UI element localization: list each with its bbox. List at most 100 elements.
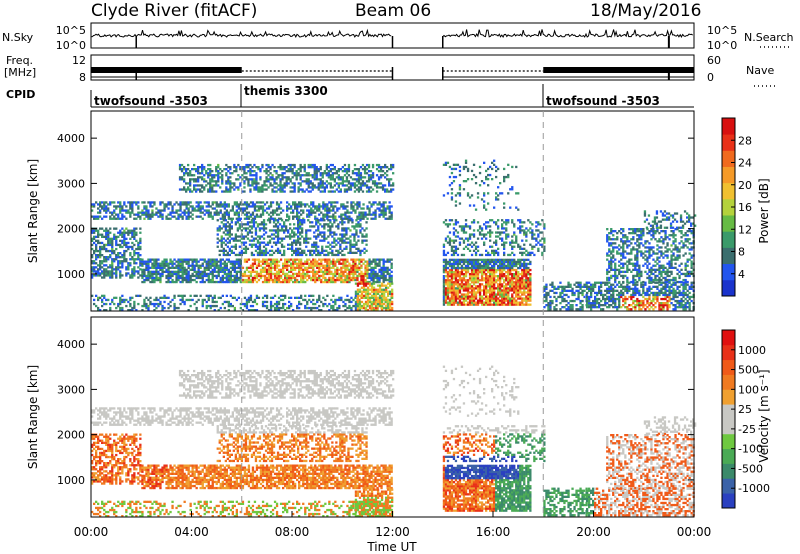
power-cell-3710 [159, 296, 162, 299]
power-cell-135 [147, 215, 150, 218]
power-cell-4090 [364, 309, 368, 312]
power-cell-832 [207, 168, 210, 171]
power-cell-2718 [336, 278, 339, 282]
power-cell-3743 [183, 300, 186, 304]
power-cell-3317 [297, 239, 300, 242]
power-cell-2047 [183, 266, 186, 269]
power-cell-1886 [147, 258, 150, 261]
power-cell-2133 [203, 268, 206, 271]
power-cell-131 [145, 209, 148, 212]
power-cell-3280 [289, 237, 292, 240]
power-cell-2541 [296, 264, 299, 267]
power-cell-1817 [135, 258, 138, 261]
power-cell-2982 [218, 227, 221, 230]
power-cell-3627 [103, 302, 106, 306]
power-cell-115 [139, 217, 142, 220]
power-cell-2565 [302, 280, 305, 284]
power-cell-4340 [452, 273, 456, 276]
power-cell-4396 [458, 285, 462, 288]
power-cell-1618 [105, 229, 108, 232]
power-cell-1622 [107, 270, 110, 273]
power-cell-820 [203, 168, 206, 171]
power-cell-1201 [311, 182, 314, 185]
power-cell-2107 [197, 270, 200, 273]
power-cell-642 [358, 217, 361, 220]
power-cell-132 [145, 207, 148, 210]
power-cell-3721 [167, 302, 170, 306]
power-cell-1298 [335, 172, 338, 175]
power-cell-4573 [476, 275, 480, 278]
power-cell-3125 [252, 253, 256, 257]
power-cell-1768 [127, 241, 130, 245]
power-cell-1076 [279, 186, 282, 189]
power-cell-1767 [127, 245, 130, 249]
power-cell-3066 [238, 251, 241, 254]
power-cell-921 [233, 184, 236, 187]
power-cell-3459 [329, 233, 332, 236]
power-cell-575 [328, 201, 331, 204]
power-cell-2780 [348, 270, 351, 273]
power-cell-680 [372, 201, 375, 204]
power-cell-1258 [325, 174, 328, 177]
power-cell-3896 [290, 302, 293, 306]
power-cell-2288 [237, 270, 240, 273]
power-cell-369 [241, 203, 245, 206]
power-cell-2078 [191, 278, 194, 282]
power-cell-5 [93, 215, 96, 218]
power-cell-4720 [493, 301, 496, 304]
power-cell-271 [203, 209, 206, 212]
power-cell-2869 [368, 268, 371, 271]
power-cell-1994 [173, 280, 176, 284]
power-cell-2089 [193, 270, 196, 273]
power-cell-397 [251, 203, 255, 206]
power-cell-607 [342, 203, 345, 206]
power-cell-22 [101, 217, 104, 220]
power-cell-3246 [278, 229, 282, 232]
power-cell-2872 [368, 260, 371, 263]
power-cell-2317 [243, 258, 247, 261]
power-cell-2226 [223, 266, 226, 269]
power-cell-3173 [262, 249, 266, 252]
power-cell-4514 [470, 271, 474, 274]
power-cell-1556 [97, 235, 100, 238]
power-cell-1936 [159, 276, 162, 280]
power-cell-1568 [99, 254, 102, 257]
power-cell-3549 [349, 235, 352, 238]
power-cell-4285 [448, 303, 452, 306]
power-cell-4798 [501, 301, 504, 304]
power-cell-1155 [299, 182, 302, 185]
power-cell-2857 [366, 274, 369, 278]
power-cell-3868 [275, 309, 279, 312]
power-cell-3434 [323, 237, 326, 240]
power-cell-1963 [165, 262, 168, 265]
power-cell-2589 [306, 260, 309, 263]
power-cell-68 [119, 207, 122, 210]
power-cell-4795 [499, 260, 502, 264]
power-cell-4729 [493, 283, 496, 286]
power-cell-467 [286, 207, 289, 210]
power-cell-176 [165, 217, 168, 220]
power-cell-2096 [195, 276, 198, 280]
power-cell-3823 [247, 309, 251, 312]
power-cell-2187 [215, 274, 218, 278]
power-cell-2782 [348, 264, 351, 267]
power-cell-751 [185, 182, 188, 185]
power-cell-1381 [357, 172, 361, 175]
power-cell-4539 [472, 264, 476, 268]
power-cell-3832 [251, 309, 255, 312]
power-cell-4316 [450, 279, 454, 282]
power-cell-604 [342, 213, 345, 216]
power-cell-4688 [489, 279, 492, 282]
power-cell-4362 [454, 268, 458, 272]
power-cell-640 [356, 203, 359, 206]
power-cell-4294 [448, 281, 452, 284]
power-cell-1062 [275, 190, 278, 193]
power-cell-4677 [489, 301, 492, 304]
power-cell-448 [273, 209, 277, 212]
power-cell-1526 [93, 235, 96, 238]
power-cell-2765 [346, 280, 349, 284]
power-cell-2263 [231, 264, 234, 267]
power-cell-2445 [275, 280, 279, 284]
power-cell-3436 [323, 233, 326, 236]
power-cell-2041 [181, 258, 184, 261]
